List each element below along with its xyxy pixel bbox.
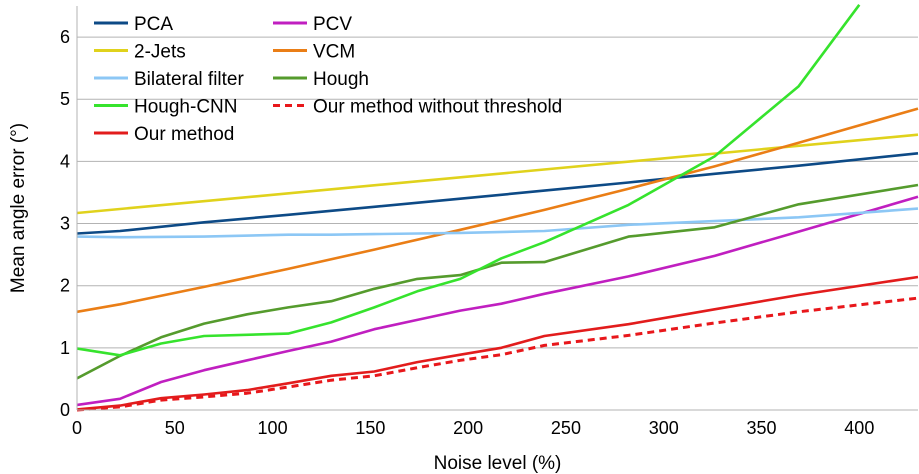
y-tick-label-1: 1 — [60, 338, 70, 358]
legend-label-pcv: PCV — [313, 14, 352, 35]
legend-item-pcv: PCV — [273, 14, 352, 35]
legend-label-hough: Hough — [313, 69, 369, 90]
series-line-pca — [77, 152, 919, 235]
y-tick-label-6: 6 — [60, 27, 70, 47]
x-tick-label-100: 100 — [258, 418, 288, 438]
series-line-our-method-without-threshold — [77, 296, 919, 412]
legend-label-2-jets: 2-Jets — [134, 42, 186, 63]
y-axis-title: Mean angle error (°) — [8, 123, 29, 293]
grid — [77, 36, 918, 349]
legend-label-our-method: Our method — [134, 124, 234, 145]
y-tick-label-0: 0 — [60, 400, 70, 420]
series-line-vcm — [77, 107, 919, 314]
x-tick-label-200: 200 — [453, 418, 483, 438]
legend: PCA PCV 2-Jets VCM Bilateral filter Hough Houg… — [94, 14, 562, 145]
series-line-hough-cnn — [77, 4, 861, 357]
y-tick-labels: 0 1 2 3 4 5 6 — [60, 27, 70, 420]
x-tick-label-250: 250 — [551, 418, 581, 438]
series-line-bilateral-filter — [77, 207, 919, 239]
series-line-hough — [77, 183, 919, 380]
legend-item-our-method-without-threshold: Our method without threshold — [273, 97, 562, 118]
series-lines — [77, 4, 919, 412]
legend-label-vcm: VCM — [313, 42, 355, 63]
series-line-2-jets — [77, 133, 919, 215]
x-tick-label-0: 0 — [72, 418, 82, 438]
y-tick-label-5: 5 — [60, 89, 70, 109]
legend-item-vcm: VCM — [273, 42, 355, 63]
legend-label-bilateral-filter: Bilateral filter — [134, 69, 244, 90]
legend-label-pca: PCA — [134, 14, 173, 35]
series-line-our-method — [77, 275, 919, 411]
legend-label-our-method-without-threshold: Our method without threshold — [313, 97, 562, 118]
x-tick-labels: 0 50 100 150 200 250 300 350 400 — [72, 418, 874, 438]
legend-item-hough-cnn: Hough-CNN — [94, 97, 237, 118]
legend-item-2-jets: 2-Jets — [94, 42, 186, 63]
axes — [76, 6, 918, 411]
x-tick-label-400: 400 — [844, 418, 874, 438]
legend-item-pca: PCA — [94, 14, 173, 35]
legend-item-hough: Hough — [273, 69, 369, 90]
x-tick-label-150: 150 — [355, 418, 385, 438]
y-tick-label-3: 3 — [60, 214, 70, 234]
x-tick-label-50: 50 — [165, 418, 185, 438]
x-tick-label-300: 300 — [649, 418, 679, 438]
series-line-pcv — [77, 195, 919, 407]
x-axis-title: Noise level (%) — [434, 453, 562, 474]
legend-label-hough-cnn: Hough-CNN — [134, 97, 237, 118]
x-tick-label-350: 350 — [747, 418, 777, 438]
y-tick-label-2: 2 — [60, 276, 70, 296]
legend-item-bilateral-filter: Bilateral filter — [94, 69, 244, 90]
legend-item-our-method: Our method — [94, 124, 234, 145]
y-tick-label-4: 4 — [60, 151, 70, 171]
